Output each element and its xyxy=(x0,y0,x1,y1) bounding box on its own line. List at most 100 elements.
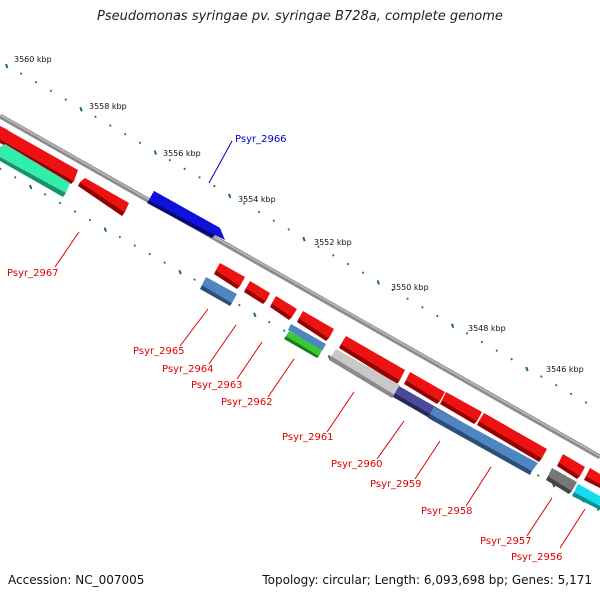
scale-tick-minor xyxy=(332,254,335,257)
scale-tick-minor xyxy=(287,228,290,231)
scale-tick-minor xyxy=(34,81,38,84)
scale-tick-major xyxy=(450,323,455,329)
scale-tick-minor xyxy=(537,474,540,477)
scale-tick-major xyxy=(302,236,306,242)
gene-psyr-2963[interactable] xyxy=(244,281,270,304)
scale-tick-minor xyxy=(596,508,600,511)
scale-tick-minor xyxy=(198,176,201,179)
scale-tick-minor xyxy=(268,321,271,324)
scale-tick-minor xyxy=(283,329,286,332)
gene-label-psyr-2962[interactable]: Psyr_2962 xyxy=(221,397,273,408)
gene-label-psyr-2964[interactable]: Psyr_2964 xyxy=(162,364,214,375)
scale-label-3548: 3548 kbp xyxy=(468,324,506,333)
scale-label-3556: 3556 kbp xyxy=(163,149,201,158)
scale-tick-minor xyxy=(183,167,186,170)
scale-tick-minor xyxy=(361,271,365,274)
genome-backbone xyxy=(0,113,600,460)
gene-psyr-2962[interactable] xyxy=(270,296,297,320)
scale-tick-minor xyxy=(0,167,2,171)
scale-tick-major xyxy=(153,150,158,155)
gene-label-psyr-2966[interactable]: Psyr_2966 xyxy=(235,134,287,145)
gene-psyr-2967-b[interactable] xyxy=(78,178,129,216)
scale-tick-major xyxy=(178,269,182,275)
scale-tick-minor xyxy=(317,245,320,248)
scale-tick-minor xyxy=(14,176,17,179)
scale-tick-minor xyxy=(272,219,275,222)
scale-tick-minor xyxy=(465,332,469,335)
gene-psyr-2959[interactable] xyxy=(404,372,445,404)
scale-tick-major xyxy=(79,106,83,112)
scale-tick-major xyxy=(5,63,9,69)
scale-label-3560: 3560 kbp xyxy=(14,55,52,64)
scale-tick-minor xyxy=(148,252,151,256)
scale-tick-minor xyxy=(480,340,484,344)
scale-tick-minor xyxy=(88,218,92,222)
gene-label-psyr-2967[interactable]: Psyr_2967 xyxy=(7,268,59,279)
scale-tick-major xyxy=(28,184,33,190)
gene-label-psyr-2961[interactable]: Psyr_2961 xyxy=(282,432,334,443)
gene-psyr-2965[interactable] xyxy=(200,277,237,306)
scale-tick-minor xyxy=(20,72,23,75)
scale-labels: 3560 kbp 3558 kbp 3556 kbp 3554 kbp 3552… xyxy=(14,55,584,374)
gene-psyr-2956-a[interactable] xyxy=(584,468,600,488)
gene-label-psyr-2958[interactable]: Psyr_2958 xyxy=(421,506,473,517)
gene-label-psyr-2960[interactable]: Psyr_2960 xyxy=(331,459,383,470)
scale-tick-minor xyxy=(94,115,97,119)
gene-label-psyr-2963[interactable]: Psyr_2963 xyxy=(191,380,243,391)
scale-tick-major xyxy=(228,193,232,199)
gene-label-psyr-2957[interactable]: Psyr_2957 xyxy=(480,536,532,547)
gene-psyr-2967-a[interactable] xyxy=(0,126,78,184)
scale-tick-minor xyxy=(346,262,350,266)
scale-tick-minor xyxy=(238,303,241,307)
scale-tick-major xyxy=(525,366,529,372)
scale-tick-minor xyxy=(58,201,62,205)
scale-tick-minor xyxy=(73,210,77,213)
scale-label-3550: 3550 kbp xyxy=(391,283,429,292)
scale-tick-minor xyxy=(193,278,196,281)
label-leader-lines xyxy=(54,140,586,549)
scale-tick-minor xyxy=(495,349,498,352)
gene-psyr-2967-c[interactable] xyxy=(0,144,70,197)
scale-tick-minor xyxy=(49,89,53,93)
scale-tick-minor xyxy=(138,141,142,144)
gene-features xyxy=(0,126,600,510)
gene-psyr-2958[interactable] xyxy=(440,392,482,424)
gene-psyr-2958-b[interactable] xyxy=(477,413,547,462)
gene-label-psyr-2965[interactable]: Psyr_2965 xyxy=(133,346,185,357)
gene-psyr-2961-b[interactable] xyxy=(329,349,400,398)
scale-label-3554: 3554 kbp xyxy=(238,195,276,204)
scale-tick-minor xyxy=(118,235,121,239)
gene-psyr-2957-b[interactable] xyxy=(546,468,577,494)
gene-psyr-2959-b[interactable] xyxy=(428,407,538,475)
gene-psyr-2957[interactable] xyxy=(557,454,585,479)
scale-tick-minor xyxy=(436,314,439,318)
scale-tick-minor xyxy=(124,132,127,136)
gene-psyr-2960[interactable] xyxy=(339,336,405,384)
scale-tick-minor xyxy=(421,306,424,309)
scale-tick-minor xyxy=(569,392,573,396)
scale-tick-minor xyxy=(64,98,67,101)
scale-tick-minor xyxy=(43,193,47,196)
gene-psyr-2964[interactable] xyxy=(214,263,245,289)
scale-tick-minor xyxy=(168,158,171,162)
scale-label-3558: 3558 kbp xyxy=(89,102,127,111)
accession-text: Accession: NC_007005 xyxy=(8,573,145,587)
scale-tick-minor xyxy=(213,184,216,188)
scale-tick-minor xyxy=(555,384,558,387)
scale-tick-minor xyxy=(584,401,588,404)
gene-label-psyr-2959[interactable]: Psyr_2959 xyxy=(370,479,422,490)
scale-label-3552: 3552 kbp xyxy=(314,238,352,247)
gene-psyr-2962-b[interactable] xyxy=(284,324,326,358)
scale-tick-minor xyxy=(391,288,394,292)
gene-label-psyr-2956[interactable]: Psyr_2956 xyxy=(511,552,563,563)
scale-tick-minor xyxy=(163,261,166,264)
gene-psyr-2966[interactable] xyxy=(147,191,225,240)
gene-psyr-2961[interactable] xyxy=(297,311,334,341)
scale-tick-major xyxy=(103,227,108,232)
scale-tick-minor xyxy=(510,358,513,361)
scale-tick-minor xyxy=(257,210,261,214)
gene-psyr-2956-b[interactable] xyxy=(572,484,600,510)
scale-label-3546: 3546 kbp xyxy=(546,365,584,374)
